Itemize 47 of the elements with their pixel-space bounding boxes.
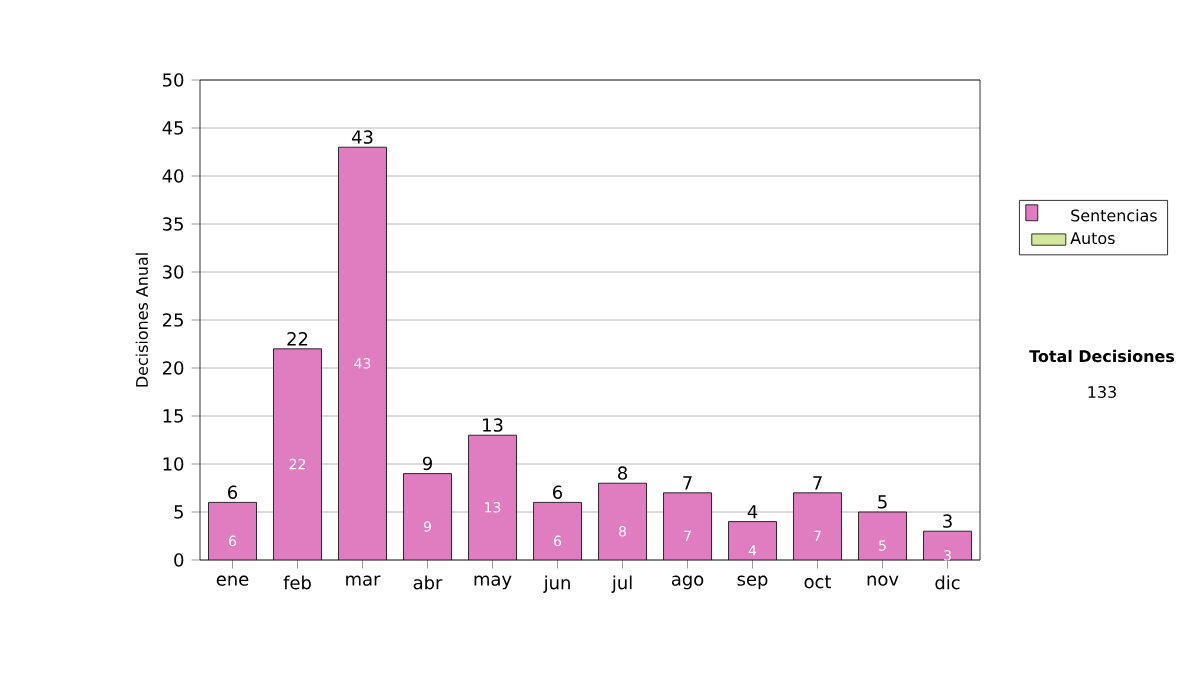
x-tick-label: jul bbox=[611, 575, 632, 593]
y-tick-label: 45 bbox=[162, 121, 183, 135]
bar bbox=[403, 473, 452, 560]
bar bbox=[728, 521, 777, 560]
bar bbox=[208, 502, 257, 560]
total-label: 4 bbox=[747, 505, 758, 519]
x-tick-label: sep bbox=[737, 575, 768, 590]
total-label: 9 bbox=[422, 456, 432, 471]
bar bbox=[338, 147, 387, 560]
x-tick-label: may bbox=[474, 575, 512, 590]
y-tick-label: 15 bbox=[163, 409, 183, 423]
total-label: 6 bbox=[553, 485, 563, 499]
total-label: 43 bbox=[351, 130, 373, 144]
x-tick-label: feb bbox=[283, 575, 311, 590]
y-tick-label: 30 bbox=[163, 265, 184, 279]
bar bbox=[663, 492, 712, 560]
x-tick-label: abr bbox=[413, 575, 443, 590]
total-label: 13 bbox=[483, 418, 503, 432]
bar bbox=[468, 435, 517, 560]
bar bbox=[858, 512, 907, 560]
y-tick-label: 25 bbox=[162, 313, 183, 327]
total-label: 5 bbox=[878, 495, 887, 509]
y-tick-label: 35 bbox=[163, 217, 183, 231]
x-tick-label: ene bbox=[216, 575, 249, 586]
bar bbox=[533, 502, 582, 560]
y-tick-label: 50 bbox=[163, 73, 184, 87]
total-label: 7 bbox=[683, 476, 692, 490]
bar bbox=[273, 348, 322, 560]
y-tick-label: 40 bbox=[162, 169, 184, 183]
y-tick-label: 0 bbox=[174, 553, 184, 567]
x-tick-label: mar bbox=[346, 575, 381, 586]
bar bbox=[598, 483, 647, 560]
total-label: 6 bbox=[228, 485, 238, 499]
x-tick-label: dic bbox=[935, 575, 960, 590]
x-tick-label: jun bbox=[543, 575, 570, 593]
bar bbox=[923, 530, 972, 560]
x-tick-label: oct bbox=[804, 575, 832, 589]
x-tick-label: nov bbox=[867, 575, 899, 586]
total-label: 8 bbox=[618, 466, 627, 480]
total-label: 22 bbox=[287, 332, 308, 346]
y-tick-label: 5 bbox=[174, 505, 183, 519]
total-label: 7 bbox=[813, 476, 822, 490]
bar bbox=[793, 492, 842, 560]
y-tick-label: 10 bbox=[163, 457, 184, 471]
total-label: 3 bbox=[943, 514, 952, 528]
y-tick-label: 20 bbox=[162, 361, 184, 375]
x-tick-label: ago bbox=[671, 575, 704, 590]
